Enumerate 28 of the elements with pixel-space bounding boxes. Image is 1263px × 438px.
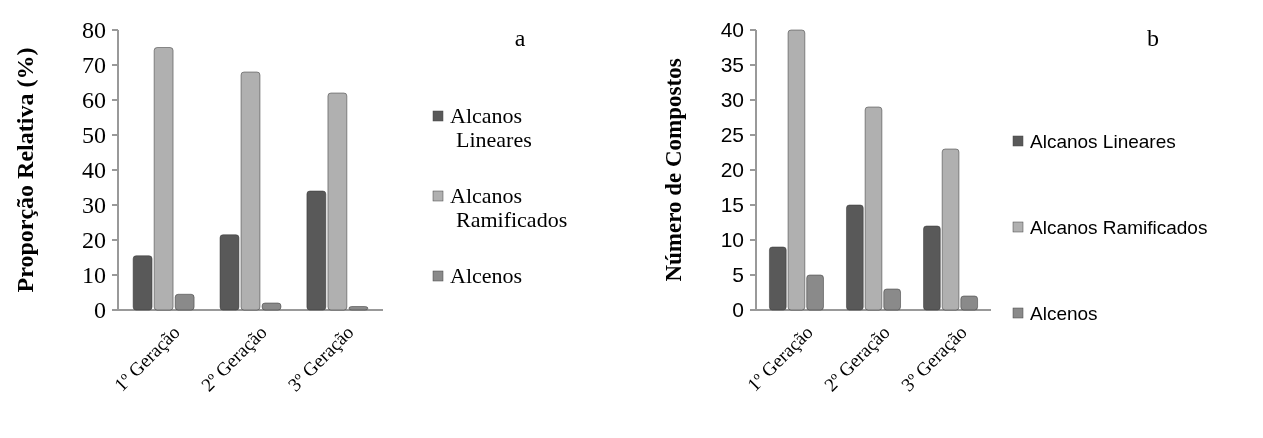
y-tick-label: 60 bbox=[82, 87, 106, 114]
y-tick-label: 30 bbox=[82, 192, 106, 219]
y-tick-label: 15 bbox=[720, 193, 744, 217]
legend-label: Alcenos bbox=[450, 263, 523, 288]
text: a bbox=[514, 25, 526, 51]
y-tick-label: 80 bbox=[82, 17, 106, 44]
y-tick-label: 40 bbox=[720, 18, 744, 42]
y-tick-label: 20 bbox=[82, 227, 106, 254]
y-tick-label: 20 bbox=[720, 158, 744, 182]
y-tick-label: 25 bbox=[720, 123, 744, 147]
legend-label: Alcanos Lineares bbox=[450, 103, 532, 152]
legend-label: Alcanos Ramificados bbox=[1030, 217, 1208, 238]
text: b bbox=[1147, 25, 1159, 51]
y-tick-label: 0 bbox=[94, 297, 106, 324]
legend-label: Alcanos Lineares bbox=[1030, 131, 1176, 152]
legend-label: Alcanos Ramificados bbox=[450, 183, 568, 232]
y-tick-label: 5 bbox=[732, 263, 744, 287]
y-tick-label: 30 bbox=[720, 88, 744, 112]
y-tick-label: 35 bbox=[720, 53, 744, 77]
legend-label: Alcenos bbox=[1030, 303, 1098, 324]
y-tick-label: 10 bbox=[82, 262, 106, 289]
y-tick-label: 0 bbox=[732, 298, 744, 322]
y-axis-title: Número de Compostos bbox=[661, 58, 686, 282]
y-tick-label: 50 bbox=[82, 122, 106, 149]
y-tick-label: 40 bbox=[82, 157, 106, 184]
y-axis-title: Proporção Relativa (%) bbox=[12, 47, 38, 293]
y-tick-label: 10 bbox=[720, 228, 744, 252]
y-tick-label: 70 bbox=[82, 52, 106, 79]
